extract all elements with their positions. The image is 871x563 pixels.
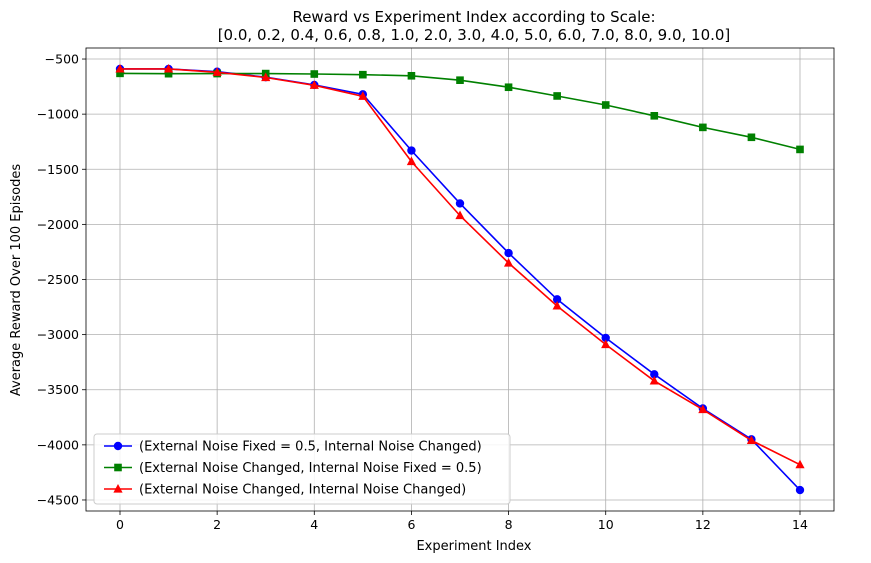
series-3-point bbox=[503, 257, 514, 267]
y-tick-label: −1000 bbox=[37, 107, 79, 122]
series-1-point bbox=[407, 146, 416, 155]
series-2-point bbox=[456, 76, 464, 84]
series-2-point bbox=[407, 71, 416, 80]
series-3-point bbox=[212, 67, 222, 76]
series-3-point bbox=[552, 300, 562, 310]
series-3-point bbox=[649, 375, 659, 385]
x-tick-label: 6 bbox=[407, 517, 415, 532]
legend-item-2: (External Noise Changed, Internal Noise … bbox=[104, 461, 482, 476]
series-2-point bbox=[504, 83, 513, 92]
legend-item-1: (External Noise Fixed = 0.5, Internal No… bbox=[104, 440, 482, 455]
legend: (External Noise Fixed = 0.5, Internal No… bbox=[93, 433, 511, 505]
x-axis-ticks: 0 2 4 6 8 10 12 14 bbox=[116, 511, 808, 532]
legend-marker bbox=[113, 441, 123, 451]
x-tick-label: 4 bbox=[310, 517, 318, 532]
legend-label: (External Noise Changed, Internal Noise … bbox=[139, 461, 482, 476]
chart-title-line-1: Reward vs Experiment Index according to … bbox=[292, 8, 655, 26]
series-2-point bbox=[553, 92, 561, 100]
series-3-point bbox=[455, 210, 465, 220]
series-2-point bbox=[650, 111, 659, 120]
series-2-point bbox=[164, 69, 173, 78]
y-axis-label: Average Reward Over 100 Episodes bbox=[9, 164, 24, 396]
series-1-point bbox=[650, 370, 659, 379]
series-3-point bbox=[115, 63, 125, 73]
series-2-point bbox=[310, 70, 319, 78]
series-2-point bbox=[796, 145, 804, 154]
x-tick-label: 8 bbox=[505, 517, 513, 532]
chart-title-line-2: [0.0, 0.2, 0.4, 0.6, 0.8, 1.0, 2.0, 3.0,… bbox=[218, 26, 731, 44]
series-1-point bbox=[455, 199, 465, 208]
legend-item-3: (External Noise Changed, Internal Noise … bbox=[104, 483, 466, 498]
y-tick-label: −2500 bbox=[37, 272, 79, 287]
series-2-line bbox=[119, 72, 801, 151]
series-2-point bbox=[359, 70, 367, 79]
y-tick-label: −4000 bbox=[37, 437, 79, 452]
y-tick-label: −500 bbox=[45, 52, 79, 67]
series-2 bbox=[116, 69, 804, 154]
x-axis-label: Experiment Index bbox=[416, 539, 531, 554]
series-3-point bbox=[601, 339, 611, 349]
data-series bbox=[115, 63, 805, 495]
series-1-point bbox=[552, 295, 562, 304]
legend-marker bbox=[114, 463, 122, 472]
x-tick-label: 12 bbox=[695, 517, 711, 532]
series-2-point bbox=[747, 133, 756, 142]
legend-label: (External Noise Fixed = 0.5, Internal No… bbox=[139, 440, 482, 455]
series-3-point bbox=[358, 91, 368, 100]
series-1-point bbox=[504, 248, 513, 258]
series-1-point bbox=[601, 333, 610, 343]
y-tick-label: −2000 bbox=[37, 217, 79, 232]
legend-label: (External Noise Changed, Internal Noise … bbox=[139, 483, 466, 498]
series-3-point bbox=[698, 404, 708, 414]
series-2-point bbox=[601, 101, 610, 109]
legend-box bbox=[93, 433, 511, 505]
y-axis-ticks: −500 −1000 −1500 −2000 −2500 −3000 −3500 −4000 −… bbox=[37, 52, 86, 507]
x-tick-label: 14 bbox=[792, 517, 808, 532]
series-2-point bbox=[116, 69, 124, 78]
series-3-point bbox=[309, 80, 319, 89]
y-tick-label: −3000 bbox=[37, 327, 79, 342]
series-3-point bbox=[795, 459, 805, 469]
series-3-point bbox=[406, 156, 417, 166]
y-tick-label: −1500 bbox=[37, 162, 79, 177]
x-tick-label: 10 bbox=[598, 517, 614, 532]
y-tick-label: −3500 bbox=[37, 382, 79, 397]
series-1-point bbox=[795, 485, 805, 495]
series-2-point bbox=[699, 123, 707, 132]
x-tick-label: 2 bbox=[213, 517, 221, 532]
legend-marker bbox=[113, 484, 123, 493]
series-3 bbox=[115, 63, 805, 469]
series-3-point bbox=[163, 63, 174, 73]
series-3-point bbox=[261, 72, 271, 82]
series-3-point bbox=[746, 435, 757, 445]
x-tick-label: 0 bbox=[116, 517, 124, 532]
y-tick-label: −4500 bbox=[37, 492, 79, 507]
